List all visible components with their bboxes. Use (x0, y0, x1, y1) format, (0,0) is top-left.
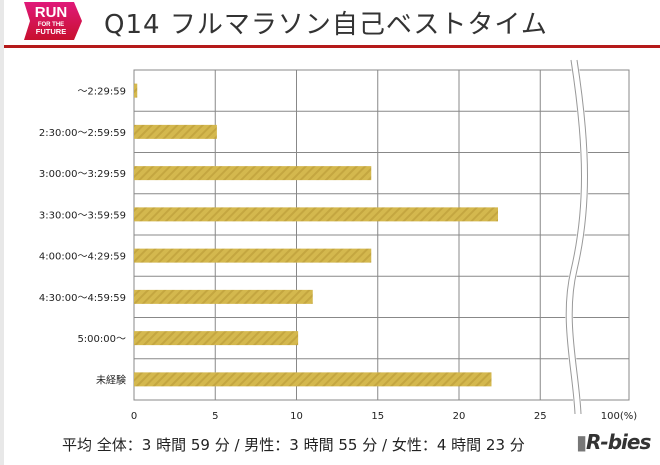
bar-chart: ～2:29:59 2:30:00～2:59:59 3:00:00～3:29:59 3:… (39, 59, 637, 422)
axis-break-gap (565, 59, 589, 415)
title-divider (4, 45, 660, 48)
bar (134, 83, 138, 98)
x-tick-label: 20 (453, 411, 466, 422)
bar (134, 248, 372, 263)
category-label: 未経験 (96, 373, 126, 386)
x-tick-label: 25 (534, 411, 547, 422)
run-for-the-future-logo: RUN FOR THE FUTURE (24, 2, 82, 40)
r-bies-logo: ▮R-bies (576, 430, 651, 454)
category-label: 3:00:00～3:29:59 (39, 169, 126, 180)
category-label: 2:30:00～2:59:59 (39, 128, 126, 139)
bar (134, 124, 217, 139)
x-tick-label: 0 (131, 411, 137, 422)
average-summary: 平均 全体：3 時間 59 分 / 男性：3 時間 55 分 / 女性：4 時間… (62, 436, 525, 454)
x-tick-label: 5 (212, 411, 218, 422)
axis-break-line (571, 59, 588, 415)
bar (134, 166, 372, 181)
bar (134, 207, 498, 222)
bar (134, 372, 492, 387)
category-label: ～2:29:59 (77, 87, 126, 98)
svg-text:FUTURE: FUTURE (36, 27, 66, 36)
bar (134, 331, 299, 346)
category-label: 5:00:00～ (77, 334, 126, 345)
x-tick-label: 10 (290, 411, 303, 422)
axis-break-line (565, 59, 582, 415)
page-title: Q14 フルマラソン自己ベストタイム (104, 10, 548, 40)
x-tick-label: 100(%) (601, 411, 637, 422)
x-tick-label: 15 (371, 411, 384, 422)
svg-text:FOR THE: FOR THE (38, 22, 64, 28)
category-label: 3:30:00～3:59:59 (39, 210, 126, 221)
svg-text:RUN: RUN (35, 4, 68, 21)
category-label: 4:30:00～4:59:59 (39, 293, 126, 304)
bar (134, 289, 313, 304)
category-label: 4:00:00～4:29:59 (39, 252, 126, 263)
